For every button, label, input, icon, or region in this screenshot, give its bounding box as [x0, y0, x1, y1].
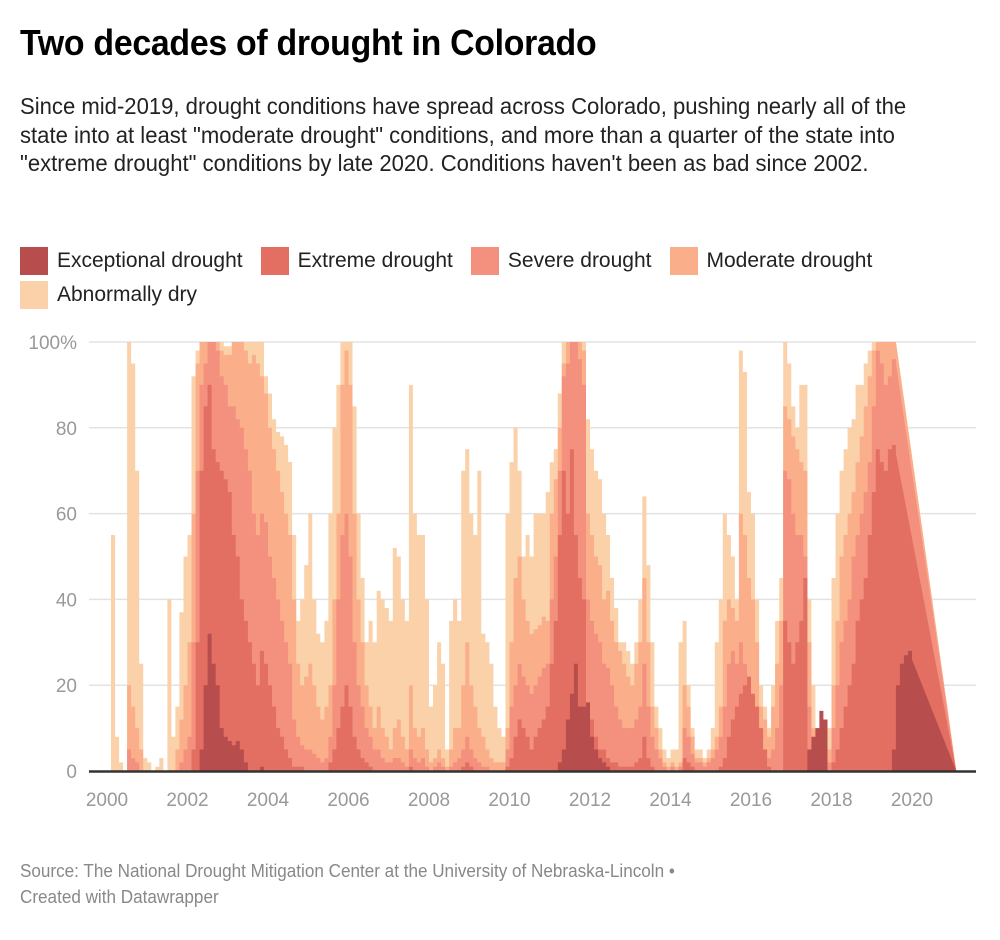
x-tick-label: 2020: [891, 790, 933, 811]
x-tick-label: 2014: [649, 790, 692, 811]
legend-label: Exceptional drought: [57, 249, 243, 272]
chart-subtitle: Since mid-2019, drought conditions have …: [20, 93, 907, 176]
y-tick-label: 20: [56, 676, 77, 697]
legend-item-moderate: Moderate drought: [669, 246, 873, 276]
source-note: Source: The National Drought Mitigation …: [20, 861, 675, 881]
y-tick-label: 60: [56, 505, 77, 526]
x-tick-label: 2004: [247, 790, 290, 811]
credit-note: Created with Datawrapper: [20, 887, 219, 907]
area-extreme-drought: [107, 384, 957, 771]
legend-swatch: [20, 247, 48, 275]
x-tick-label: 2002: [166, 790, 208, 811]
x-axis-ticks: 2000 2002 2004 2006 2008 2010 2012 2014 2016 2018…: [86, 790, 933, 811]
footer: Source: The National Drought Mitigation …: [20, 858, 675, 910]
legend-swatch: [260, 247, 289, 275]
legend-item-severe: Severe drought: [470, 246, 652, 276]
legend: Exceptional drought Extreme drought Seve…: [20, 246, 980, 310]
x-tick-label: 2012: [569, 790, 611, 811]
x-tick-label: 2016: [730, 790, 772, 811]
legend-label: Extreme drought: [297, 249, 453, 272]
legend-label: Severe drought: [507, 249, 652, 272]
area-moderate-drought: [107, 342, 957, 771]
y-tick-label: 80: [56, 419, 77, 440]
legend-label: Moderate drought: [706, 249, 873, 272]
x-tick-label: 2006: [327, 790, 369, 811]
legend-item-exceptional: Exceptional drought: [20, 246, 243, 276]
x-tick-label: 2018: [810, 790, 852, 811]
legend-item-extreme: Extreme drought: [260, 246, 453, 276]
chart-title: Two decades of drought in Colorado: [20, 22, 597, 63]
y-tick-label: 100%: [28, 333, 77, 354]
y-tick-label: 0: [66, 762, 77, 783]
legend-swatch: [20, 281, 48, 309]
legend-swatch: [669, 247, 698, 275]
x-tick-label: 2008: [408, 790, 450, 811]
x-tick-label: 2000: [86, 790, 128, 811]
y-tick-label: 40: [56, 590, 77, 611]
y-axis-ticks: 0 20 40 60 80 100%: [28, 333, 77, 783]
legend-item-abnormally-dry: Abnormally dry: [20, 280, 197, 310]
area-layers: [107, 342, 957, 771]
x-tick-label: 2010: [488, 790, 530, 811]
legend-swatch: [470, 247, 499, 275]
legend-label: Abnormally dry: [57, 283, 198, 306]
